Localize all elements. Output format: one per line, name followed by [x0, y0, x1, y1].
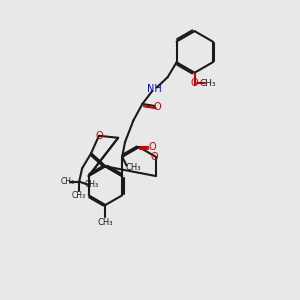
Text: O: O: [153, 102, 161, 112]
Text: CH₃: CH₃: [85, 180, 99, 189]
Text: CH₃: CH₃: [60, 177, 74, 186]
Text: NH: NH: [147, 84, 162, 94]
Text: O: O: [95, 131, 103, 141]
Text: O: O: [150, 152, 158, 162]
Text: CH₃: CH₃: [98, 218, 113, 227]
Text: CH₃: CH₃: [125, 163, 141, 172]
Text: O: O: [148, 142, 156, 152]
Text: CH₃: CH₃: [200, 79, 216, 88]
Text: O: O: [191, 78, 198, 88]
Text: CH₃: CH₃: [72, 190, 86, 200]
